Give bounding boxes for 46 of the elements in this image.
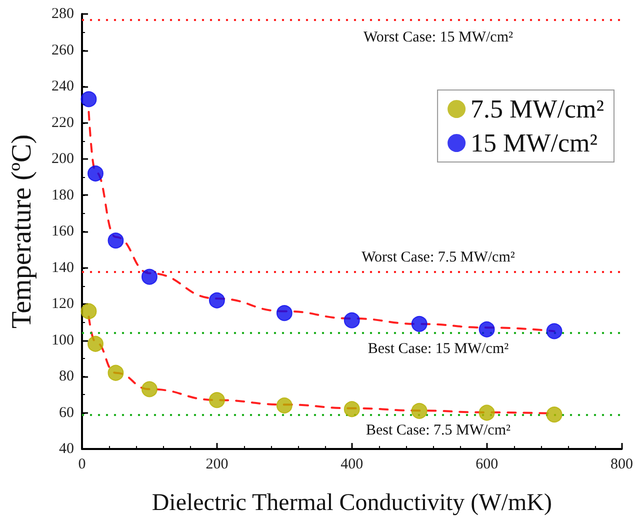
point [411, 316, 428, 332]
y-tick-label: 260 [52, 42, 74, 58]
point [478, 404, 495, 421]
y-tick-label: 280 [52, 6, 74, 22]
point [141, 381, 158, 398]
y-tick-label: 220 [52, 114, 74, 131]
y-tick-label: 40 [59, 441, 74, 457]
point [141, 268, 158, 285]
point [88, 336, 104, 352]
point [276, 398, 292, 414]
y-tick-label: 240 [52, 78, 74, 94]
x-axis-title: Dielectric Thermal Conductivity (W/mK) [152, 490, 552, 516]
y-tick-label: 120 [52, 296, 74, 312]
legend-label: 7.5 MW/cm² [470, 94, 604, 124]
y-tick-label: 100 [52, 332, 74, 348]
annotation: Worst Case: 15 MW/cm² [363, 29, 514, 46]
x-tick-label: 0 [78, 456, 86, 472]
point [208, 292, 225, 308]
y-tick-label: 200 [52, 151, 74, 167]
point [208, 392, 225, 408]
point [108, 232, 124, 249]
y-tick-label: 180 [52, 187, 74, 204]
point [478, 321, 495, 338]
point [80, 303, 97, 320]
point [88, 166, 104, 182]
y-tick-label: 160 [52, 224, 74, 240]
point [546, 323, 562, 340]
y-tick-label: 140 [52, 260, 74, 276]
y-axis-title: Temperature (ºC) [6, 134, 38, 329]
x-tick-label: 200 [206, 456, 228, 472]
point [276, 305, 292, 322]
annotation: Best Case: 7.5 MW/cm² [366, 422, 511, 439]
legend-label: 15 MW/cm² [470, 128, 598, 158]
point [80, 91, 97, 108]
point [546, 406, 562, 423]
point [344, 312, 360, 328]
point [108, 364, 124, 381]
x-tick-label: 600 [476, 456, 498, 472]
point [344, 401, 360, 418]
annotation: Best Case: 15 MW/cm² [368, 341, 510, 357]
annotation: Worst Case: 7.5 MW/cm² [362, 249, 516, 266]
point [411, 402, 428, 419]
x-tick-label: 800 [610, 456, 633, 472]
x-tick-label: 400 [340, 456, 364, 472]
y-tick-label: 60 [59, 404, 74, 421]
y-tick-label: 80 [59, 368, 74, 384]
